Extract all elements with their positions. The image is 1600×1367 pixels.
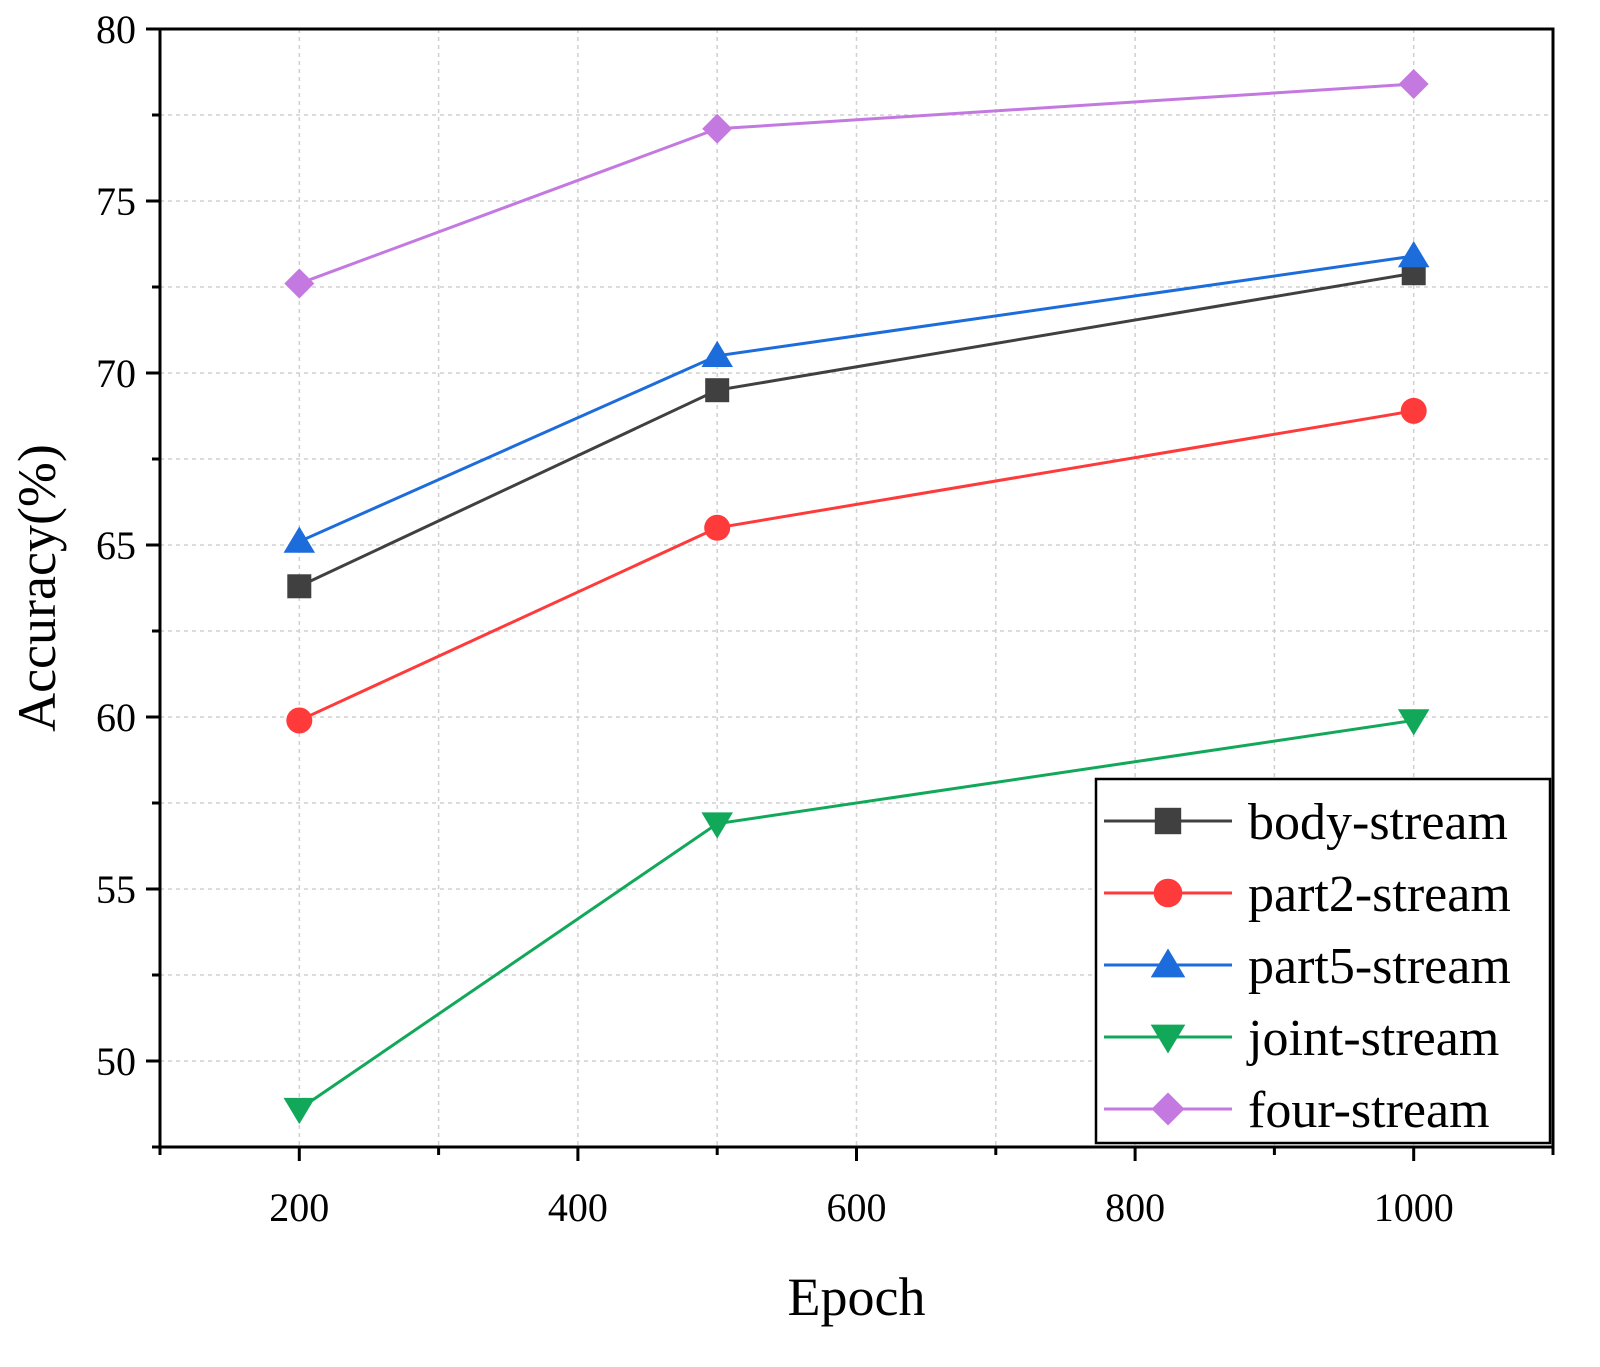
data-point-part5-stream <box>701 340 733 368</box>
legend: body-stream part2-stream part5-stream joint… <box>1094 777 1552 1145</box>
y-tick-label: 70 <box>96 351 136 396</box>
legend-marker <box>1151 1092 1185 1126</box>
data-point-joint-stream <box>1397 709 1430 736</box>
x-tick-label: 200 <box>269 1185 329 1230</box>
y-axis-title: Accuracy(%) <box>7 444 67 732</box>
data-point-joint-stream <box>283 1097 316 1125</box>
legend-marker <box>1153 878 1183 908</box>
y-tick-label: 75 <box>96 179 136 224</box>
data-point-part2-stream <box>286 707 313 734</box>
legend-item-four-stream: four-stream <box>1104 1082 1490 1139</box>
data-point-body-stream <box>287 574 312 599</box>
series-joint-stream <box>283 709 1430 1125</box>
x-tick-label: 800 <box>1105 1185 1165 1230</box>
axes: 200 400 600 800 1000 50 55 60 65 70 75 80 <box>96 7 1555 1230</box>
data-point-part2-stream <box>704 514 731 541</box>
legend-label: four-stream <box>1248 1082 1490 1139</box>
series-body-stream <box>287 261 1426 599</box>
series-part5-stream <box>283 241 1430 553</box>
y-tick-label: 60 <box>96 695 136 740</box>
y-tick-label: 50 <box>96 1039 136 1084</box>
data-point-body-stream <box>705 378 730 403</box>
data-point-four-stream <box>284 268 315 299</box>
legend-marker <box>1154 807 1182 835</box>
x-axis-title: Epoch <box>788 1267 926 1327</box>
legend-label: part5-stream <box>1248 938 1511 995</box>
legend-label: part2-stream <box>1248 866 1511 923</box>
series-group <box>283 69 1430 1125</box>
legend-item-part5-stream: part5-stream <box>1104 938 1511 995</box>
legend-label: joint-stream <box>1246 1010 1499 1067</box>
data-point-part5-stream <box>283 526 316 553</box>
data-point-part2-stream <box>1400 397 1427 424</box>
x-tick-label: 1000 <box>1374 1185 1454 1230</box>
series-part2-stream <box>286 397 1427 734</box>
data-point-part5-stream <box>1397 241 1430 268</box>
y-tick-label: 80 <box>96 7 136 52</box>
series-four-stream <box>284 69 1429 299</box>
legend-marker <box>1150 948 1186 978</box>
y-tick-label: 55 <box>96 867 136 912</box>
data-point-joint-stream <box>701 812 733 839</box>
legend-item-joint-stream: joint-stream <box>1104 1010 1499 1067</box>
data-point-four-stream <box>1398 69 1429 100</box>
x-tick-label: 600 <box>827 1185 887 1230</box>
legend-item-part2-stream: part2-stream <box>1104 866 1511 923</box>
x-tick-label: 400 <box>548 1185 608 1230</box>
y-tick-label: 65 <box>96 523 136 568</box>
data-point-four-stream <box>702 113 733 144</box>
legend-label: body-stream <box>1248 794 1508 851</box>
legend-marker <box>1150 1024 1186 1054</box>
legend-item-body-stream: body-stream <box>1104 794 1508 851</box>
